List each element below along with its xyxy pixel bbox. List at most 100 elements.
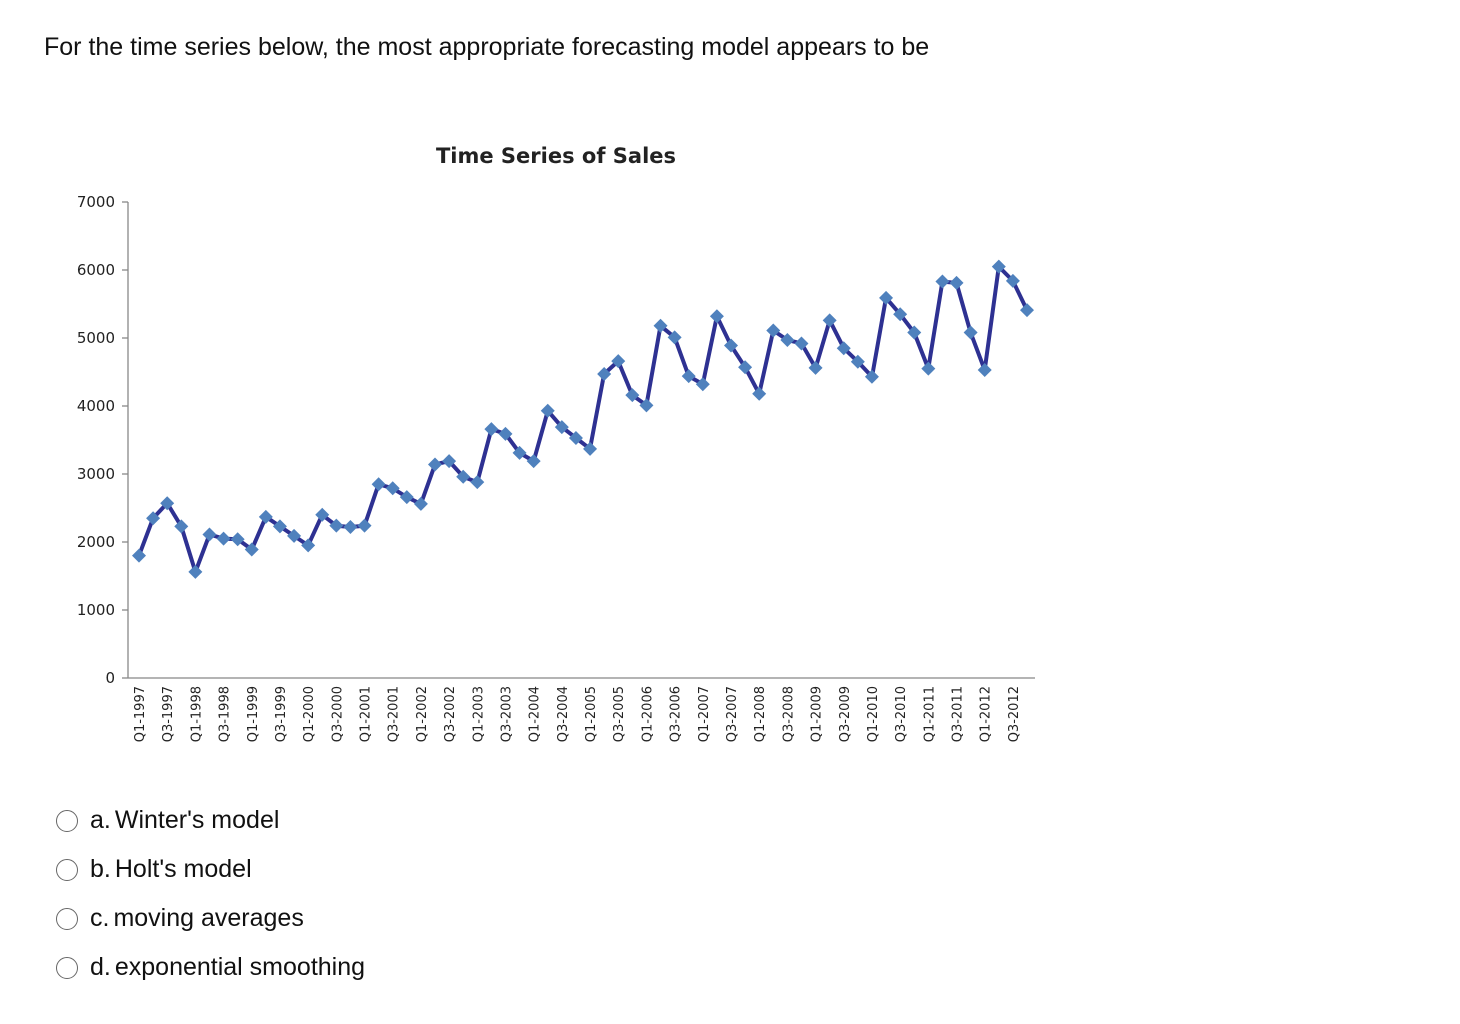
- radio-button[interactable]: [56, 956, 78, 979]
- data-point-marker: [188, 564, 203, 579]
- x-tick-label: Q3-2012: [1007, 686, 1022, 742]
- data-point-marker: [399, 490, 414, 505]
- data-point-marker: [724, 338, 738, 353]
- data-point-marker: [174, 519, 189, 534]
- data-point-marker: [709, 309, 724, 324]
- data-point-marker: [132, 548, 146, 563]
- data-point-marker: [583, 441, 598, 456]
- data-point-marker: [695, 377, 710, 392]
- sales-series-line: [137, 264, 1029, 574]
- data-point-marker: [597, 367, 612, 382]
- data-point-marker: [681, 369, 696, 384]
- x-tick-label: Q3-2003: [499, 686, 514, 742]
- data-point-marker: [357, 518, 372, 533]
- radio-button[interactable]: [56, 858, 78, 881]
- option-letter: b.: [90, 855, 111, 883]
- option-letter: d.: [90, 953, 111, 981]
- data-point-marker: [850, 354, 865, 369]
- data-point-marker: [836, 341, 851, 356]
- y-tick-label: 5000: [77, 329, 115, 347]
- data-point-marker: [738, 360, 753, 375]
- data-point-marker: [287, 528, 302, 543]
- question-text: For the time series below, the most appr…: [44, 33, 930, 61]
- data-point-marker: [329, 518, 344, 533]
- data-point-marker: [808, 360, 823, 375]
- x-tick-label: Q1-2000: [302, 686, 317, 742]
- x-tick-label: Q3-2000: [330, 686, 345, 742]
- x-tick-label: Q1-2006: [640, 686, 655, 742]
- x-tick-label: Q3-2006: [669, 686, 684, 742]
- data-point-marker: [343, 520, 358, 535]
- x-tick-label: Q3-2007: [725, 686, 740, 742]
- answer-options: a. Winter's model b. Holt's model c. moving a…: [56, 796, 365, 992]
- data-point-marker: [413, 496, 428, 511]
- data-point-marker: [864, 369, 879, 384]
- data-point-marker: [977, 362, 992, 377]
- data-point-marker: [216, 531, 231, 546]
- chart-title: Time Series of Sales: [436, 144, 676, 168]
- y-tick-label: 6000: [77, 261, 115, 279]
- x-tick-label: Q3-1999: [274, 686, 289, 742]
- answer-option-c[interactable]: c. moving averages: [56, 894, 365, 943]
- data-point-marker: [568, 430, 583, 445]
- data-point-marker: [949, 275, 964, 290]
- x-tick-label: Q3-1997: [161, 686, 176, 742]
- x-axis: Q1-1997 Q3-1997 Q1-1998 Q3-1998 Q1-1999 Q3-19…: [128, 677, 1035, 742]
- data-point-marker: [1005, 273, 1020, 288]
- radio-button[interactable]: [56, 907, 78, 930]
- data-point-marker: [512, 445, 527, 460]
- option-letter: a.: [90, 806, 111, 834]
- data-point-marker: [456, 469, 471, 484]
- radio-button[interactable]: [56, 809, 78, 832]
- x-tick-label: Q1-2012: [979, 686, 994, 742]
- data-point-marker: [611, 354, 626, 369]
- data-point-marker: [893, 307, 908, 322]
- series-group: [132, 259, 1034, 579]
- answer-option-b[interactable]: b. Holt's model: [56, 845, 365, 894]
- data-point-marker: [752, 386, 767, 401]
- data-point-marker: [653, 318, 668, 333]
- data-point-marker: [442, 454, 457, 469]
- x-tick-label: Q1-2001: [359, 686, 374, 742]
- x-tick-label: Q3-2011: [951, 686, 966, 742]
- data-point-marker: [498, 426, 513, 441]
- data-point-marker: [470, 475, 485, 490]
- y-axis: 0 1000 2000 3000 4000 5000 6000 7000: [77, 193, 129, 687]
- x-tick-label: Q1-1998: [189, 686, 204, 742]
- x-tick-label: Q1-2009: [810, 686, 825, 742]
- y-tick-label: 4000: [77, 397, 115, 415]
- option-letter: c.: [90, 904, 110, 932]
- answer-option-d[interactable]: d. exponential smoothing: [56, 943, 365, 992]
- data-point-marker: [540, 403, 555, 418]
- time-series-chart: Time Series of Sales 0 1000 2000 3000 4000 50…: [77, 144, 1035, 742]
- data-point-marker: [428, 457, 442, 472]
- option-text: exponential smoothing: [114, 953, 366, 981]
- x-tick-label: Q1-2003: [471, 686, 486, 742]
- y-tick-label: 3000: [77, 465, 115, 483]
- data-point-marker: [160, 496, 175, 511]
- data-point-marker: [202, 527, 217, 542]
- x-tick-label: Q3-2008: [781, 686, 796, 742]
- x-tick-label: Q1-2010: [866, 686, 881, 742]
- option-text: moving averages: [113, 904, 304, 932]
- answer-option-a[interactable]: a. Winter's model: [56, 796, 365, 845]
- data-point-marker: [766, 323, 781, 338]
- data-point-marker: [991, 259, 1006, 274]
- data-point-marker: [667, 330, 682, 345]
- x-tick-label: Q1-2011: [922, 686, 937, 742]
- x-tick-label: Q1-2004: [528, 686, 543, 742]
- data-point-marker: [921, 361, 936, 376]
- option-text: Holt's model: [114, 855, 252, 883]
- data-point-marker: [907, 325, 922, 340]
- data-point-marker: [639, 398, 654, 413]
- x-tick-label: Q3-2004: [556, 686, 571, 742]
- x-tick-label: Q3-2005: [612, 686, 627, 742]
- data-point-marker: [1020, 303, 1034, 318]
- data-point-marker: [301, 538, 316, 553]
- x-tick-label: Q1-2007: [697, 686, 712, 742]
- data-point-marker: [625, 388, 640, 403]
- y-tick-label: 1000: [77, 601, 115, 619]
- x-tick-label: Q3-2009: [838, 686, 853, 742]
- data-point-marker: [371, 477, 386, 492]
- chart: Time Series of Sales 0 1000 2000 3000 4000 50…: [0, 120, 1060, 780]
